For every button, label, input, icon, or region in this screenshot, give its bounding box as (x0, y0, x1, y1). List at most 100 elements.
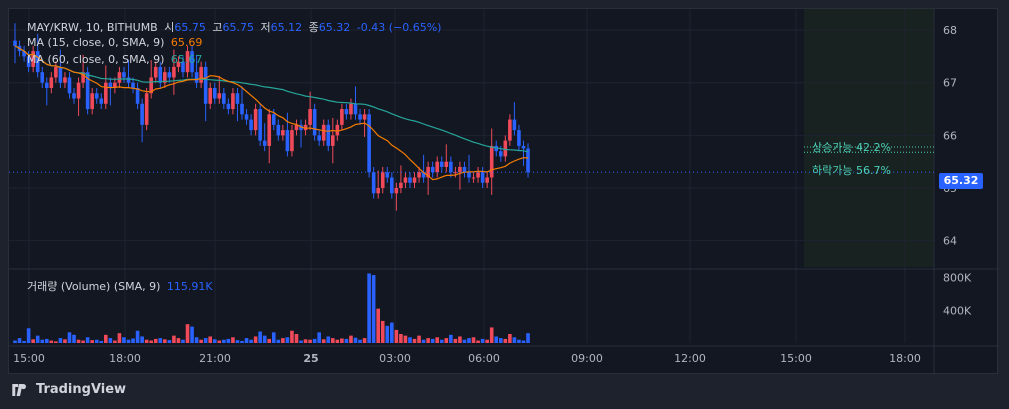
candle-body (172, 66, 176, 78)
candle-body (462, 166, 467, 173)
price-chart[interactable]: 646566676815:0018:0021:002503:0006:0009:… (9, 9, 999, 375)
volume-bar (222, 339, 226, 343)
volume-bar (476, 340, 480, 343)
candle-body (317, 135, 321, 141)
volume-bar (380, 320, 385, 343)
volume-bar (512, 337, 517, 343)
legend-row-volume[interactable]: 거래량 (Volume) (SMA, 9) 115.91K (27, 278, 216, 294)
candle-body (240, 103, 244, 115)
volume-bar (72, 334, 76, 343)
legend-row-ma15[interactable]: MA (15, close, 0, SMA, 9) 65.69 (27, 36, 205, 49)
candle-body (122, 72, 126, 78)
volume-bar (294, 334, 299, 343)
candle-body (439, 161, 444, 167)
volume-bar (435, 337, 440, 343)
volume-bar (99, 340, 104, 343)
volume-bar (331, 338, 335, 343)
candle-body (149, 77, 153, 94)
volume-bar (303, 339, 308, 343)
volume-bar (17, 338, 22, 343)
candle-body (99, 98, 104, 104)
volume-bar (453, 338, 458, 343)
candle-body (340, 109, 344, 125)
candle-body (203, 66, 208, 104)
candle-body (212, 87, 217, 99)
volume-bar (244, 338, 249, 343)
candle-body (426, 166, 430, 178)
volume-bar (140, 336, 144, 343)
candle-body (90, 93, 94, 110)
volume-bar (458, 336, 462, 343)
volume-bar (308, 339, 312, 343)
candle-body (281, 130, 285, 136)
volume-bar (299, 340, 303, 343)
volume-bar (35, 335, 40, 343)
candle-body (54, 66, 58, 78)
candle-body (498, 151, 503, 157)
volume-bar (462, 339, 467, 343)
volume-label: 거래량 (Volume) (SMA, 9) (27, 280, 161, 293)
volume-bar (426, 338, 430, 343)
volume-bar (267, 338, 272, 343)
volume-bar (417, 335, 421, 343)
volume-bar (526, 333, 530, 343)
volume-bar (326, 336, 331, 343)
candle-body (385, 172, 390, 178)
candle-body (226, 103, 231, 110)
candle-body (144, 93, 149, 125)
volume-bar (421, 339, 426, 343)
volume-bar (385, 325, 390, 343)
candle-body (117, 72, 122, 83)
candle-body (489, 145, 494, 178)
candle-body (485, 177, 489, 183)
volume-bar (340, 338, 344, 343)
volume-bar (13, 340, 17, 343)
volume-bar (403, 335, 408, 343)
tradingview-brand[interactable]: TradingView (10, 382, 126, 397)
candle-body (167, 72, 172, 78)
candle-body (153, 66, 158, 78)
volume-value: 115.91K (166, 280, 213, 293)
volume-bar (144, 339, 149, 343)
candle-body (44, 82, 49, 88)
candle-body (480, 172, 485, 183)
candle-body (113, 82, 117, 88)
candle-body (244, 114, 249, 120)
candle-body (85, 72, 90, 110)
volume-bar (285, 337, 290, 343)
candle-body (49, 77, 54, 88)
candle-body (399, 182, 403, 189)
volume-bar (94, 339, 99, 343)
legend-low-label: 저 (260, 21, 271, 34)
candle-body (108, 82, 113, 88)
legend-close-label: 종 (308, 21, 319, 34)
candle-body (453, 172, 458, 174)
volume-bar (85, 337, 90, 343)
volume-bar (517, 339, 521, 343)
chart-frame[interactable]: 646566676815:0018:0021:002503:0006:0009:… (8, 8, 999, 375)
volume-bar (408, 337, 412, 343)
candle-body (526, 148, 530, 173)
volume-bar (176, 338, 181, 343)
candle-body (331, 135, 335, 146)
candle-body (294, 124, 299, 131)
volume-bar (271, 332, 276, 343)
candle-body (421, 172, 426, 178)
volume-bar (485, 339, 489, 343)
volume-bar (153, 338, 158, 343)
volume-bar (194, 337, 199, 343)
volume-bar (117, 333, 122, 343)
volume-bar (503, 338, 508, 343)
candle-body (185, 51, 190, 73)
volume-bar (217, 340, 222, 343)
candle-body (508, 119, 512, 141)
volume-bar (290, 330, 294, 343)
candle-body (249, 119, 253, 131)
volume-bar (135, 330, 140, 343)
candle-body (276, 124, 281, 136)
candle-body (94, 93, 99, 99)
candle-body (521, 145, 526, 149)
prob-down-label: 하락가능 56.7% (812, 164, 891, 177)
legend-row-ma60[interactable]: MA (60, close, 0, SMA, 9) 65.67 (27, 53, 205, 66)
candle-body (444, 161, 449, 167)
